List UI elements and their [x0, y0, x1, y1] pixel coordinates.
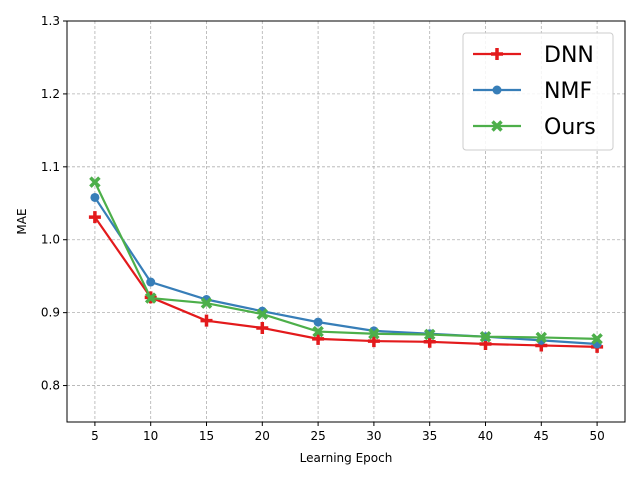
data-point-dnn [367, 335, 380, 348]
legend: DNN NMF Ours [462, 32, 614, 151]
series-ours [89, 176, 603, 345]
legend-marker-dnn [491, 48, 503, 60]
x-axis-label: Learning Epoch [300, 451, 393, 465]
data-point-ours [535, 331, 548, 344]
legend-marker-nmf [492, 85, 502, 95]
data-point-ours [423, 328, 436, 341]
y-tick-label: 1.3 [41, 14, 60, 28]
x-tick-label: 5 [91, 429, 99, 443]
data-point-ours [591, 333, 603, 345]
legend-item-dnn: DNN [473, 43, 594, 68]
legend-item-nmf: NMF [473, 79, 592, 104]
data-point-ours [144, 292, 157, 304]
data-point-ours [256, 308, 269, 320]
series-line-ours [93, 181, 598, 340]
data-point-dnn [256, 321, 269, 334]
data-point-dnn [312, 332, 325, 345]
series-line-dnn [93, 216, 598, 349]
data-point-ours [89, 176, 101, 188]
data-point-dnn [200, 314, 213, 327]
y-axis-label: MAE [15, 208, 29, 234]
legend-label-nmf: NMF [544, 79, 592, 104]
y-tick-label: 1.2 [41, 87, 60, 101]
legend-item-ours: Ours [473, 115, 596, 140]
series-layer [88, 176, 604, 353]
x-tick-label: 15 [199, 429, 214, 443]
series-line-nmf [93, 196, 598, 346]
data-point-nmf [90, 192, 100, 202]
data-point-nmf [313, 317, 323, 327]
axes: 5 10 15 20 25 30 35 40 45 50 0.8 0.9 1.0 1.1 1.2 1.3 [41, 14, 605, 443]
y-tick-label: 1.1 [41, 160, 60, 174]
x-tick-label: 40 [478, 429, 493, 443]
x-tick-label: 10 [143, 429, 158, 443]
plot-frame [66, 20, 626, 423]
x-tick-label: 30 [366, 429, 381, 443]
data-point-ours [479, 330, 492, 343]
y-tick-label: 1.0 [41, 233, 60, 247]
data-point-ours [312, 325, 324, 338]
y-tick-label: 0.8 [41, 379, 60, 393]
data-point-ours [200, 297, 213, 309]
x-tick-label: 20 [255, 429, 270, 443]
y-tick-label: 0.9 [41, 306, 60, 320]
data-point-nmf [146, 277, 156, 287]
legend-label-dnn: DNN [544, 43, 594, 68]
x-tick-label: 50 [589, 429, 604, 443]
x-tick-label: 25 [310, 429, 325, 443]
x-tick-label: 45 [534, 429, 549, 443]
x-tick-label: 35 [422, 429, 437, 443]
data-point-ours [368, 328, 380, 340]
data-point-dnn [88, 211, 101, 224]
legend-label-ours: Ours [544, 115, 596, 140]
legend-marker-ours [491, 120, 503, 132]
